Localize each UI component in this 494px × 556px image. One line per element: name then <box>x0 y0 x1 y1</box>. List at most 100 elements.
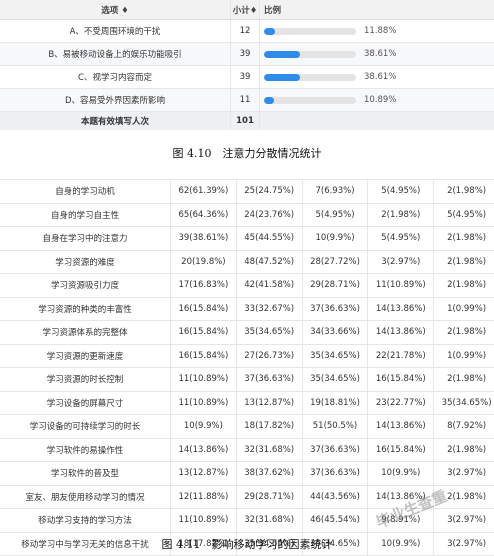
ratio-cell: 38.61% <box>260 66 494 89</box>
factor-value: 19(18.81%) <box>302 391 368 415</box>
option-column-header[interactable]: 选项 ♦ <box>0 0 231 20</box>
total-empty-cell <box>260 112 494 131</box>
factor-value: 51(50.5%) <box>302 415 368 439</box>
factor-value: 17(16.83%) <box>171 274 237 298</box>
progress-fill <box>264 74 300 81</box>
factor-value: 48(47.52%) <box>236 250 302 274</box>
factor-value: 20(19.8%) <box>171 250 237 274</box>
figure-caption-4-10: 图 4.10 注意力分散情况统计 <box>0 145 494 161</box>
factor-value: 44(43.56%) <box>302 485 368 509</box>
factor-value: 11(10.89%) <box>171 391 237 415</box>
factor-value: 5(4.95%) <box>368 227 434 251</box>
factor-value: 14(13.86%) <box>368 415 434 439</box>
factor-value: 62(61.39%) <box>171 180 237 204</box>
option-label: C、视学习内容而定 <box>0 66 231 89</box>
factor-value: 10(9.9%) <box>302 227 368 251</box>
ratio-bar-group: 11.88% <box>260 26 494 36</box>
factor-name: 学习资源吸引力度 <box>0 274 171 298</box>
factor-value: 32(31.68%) <box>236 509 302 533</box>
factor-value: 18(17.82%) <box>236 415 302 439</box>
factor-value: 45(44.55%) <box>236 227 302 251</box>
figure-caption-4-11: 图 4.11 影响移动学习的因素统计 <box>0 536 494 552</box>
factor-value: 2(1.98%) <box>434 227 494 251</box>
factor-value: 37(36.63%) <box>302 297 368 321</box>
factor-value: 14(13.86%) <box>368 321 434 345</box>
factor-value: 37(36.63%) <box>302 438 368 462</box>
factor-name: 自身在学习中的注意力 <box>0 227 171 251</box>
count-column-header[interactable]: 小计♦ <box>231 0 260 20</box>
factor-name: 学习设备的可持续学习的时长 <box>0 415 171 439</box>
ratio-bar-group: 10.89% <box>260 95 494 105</box>
factor-value: 14(13.86%) <box>368 297 434 321</box>
factor-value: 16(15.84%) <box>368 368 434 392</box>
factor-value: 34(33.66%) <box>302 321 368 345</box>
factor-value: 10(9.9%) <box>368 462 434 486</box>
factor-name: 学习软件的易操作性 <box>0 438 171 462</box>
ratio-percent: 38.61% <box>364 72 396 82</box>
factor-name: 学习资源体系的完整体 <box>0 321 171 345</box>
factor-value: 2(1.98%) <box>434 438 494 462</box>
factor-value: 5(4.95%) <box>434 203 494 227</box>
factor-value: 3(2.97%) <box>434 509 494 533</box>
total-value: 101 <box>231 112 260 131</box>
ratio-bar-group: 38.61% <box>260 72 494 82</box>
factor-value: 23(22.77%) <box>368 391 434 415</box>
factor-value: 5(4.95%) <box>368 180 434 204</box>
progress-fill <box>264 97 274 104</box>
progress-fill <box>264 51 300 58</box>
total-label: 本题有效填写人次 <box>0 112 231 131</box>
ratio-bar-group: 38.61% <box>260 49 494 59</box>
factor-value: 3(2.97%) <box>368 250 434 274</box>
factor-value: 25(24.75%) <box>236 180 302 204</box>
factor-value: 42(41.58%) <box>236 274 302 298</box>
progress-fill <box>264 28 275 35</box>
option-label: D、容易受外界因素所影响 <box>0 89 231 112</box>
factor-value: 32(31.68%) <box>236 438 302 462</box>
factor-name: 学习资源的更新速度 <box>0 344 171 368</box>
factor-value: 35(34.65%) <box>236 321 302 345</box>
factor-value: 7(6.93%) <box>302 180 368 204</box>
factor-value: 2(1.98%) <box>368 203 434 227</box>
factor-value: 65(64.36%) <box>171 203 237 227</box>
factor-value: 37(36.63%) <box>302 462 368 486</box>
factor-value: 27(26.73%) <box>236 344 302 368</box>
factor-name: 自身的学习动机 <box>0 180 171 204</box>
factor-name: 学习资源的种类的丰富性 <box>0 297 171 321</box>
factor-value: 46(45.54%) <box>302 509 368 533</box>
factor-value: 35(34.65%) <box>302 344 368 368</box>
factor-value: 11(10.89%) <box>171 509 237 533</box>
factor-value: 39(38.61%) <box>171 227 237 251</box>
option-count: 39 <box>231 43 260 66</box>
factor-value: 35(34.65%) <box>302 368 368 392</box>
option-label: B、易被移动设备上的娱乐功能吸引 <box>0 43 231 66</box>
factor-value: 38(37.62%) <box>236 462 302 486</box>
ratio-column-header: 比例 <box>260 0 494 20</box>
ratio-percent: 10.89% <box>364 95 396 105</box>
factor-value: 11(10.89%) <box>171 368 237 392</box>
factor-name: 学习资源的时长控制 <box>0 368 171 392</box>
progress-track <box>264 28 356 35</box>
ratio-cell: 38.61% <box>260 43 494 66</box>
factor-value: 1(0.99%) <box>434 344 494 368</box>
factor-value: 13(12.87%) <box>171 462 237 486</box>
factor-value: 2(1.98%) <box>434 180 494 204</box>
factor-value: 29(28.71%) <box>302 274 368 298</box>
ratio-percent: 11.88% <box>364 26 396 36</box>
ratio-percent: 38.61% <box>364 49 396 59</box>
factor-value: 16(15.84%) <box>368 438 434 462</box>
factor-value: 14(13.86%) <box>171 438 237 462</box>
factor-value: 16(15.84%) <box>171 297 237 321</box>
factor-value: 10(9.9%) <box>171 415 237 439</box>
